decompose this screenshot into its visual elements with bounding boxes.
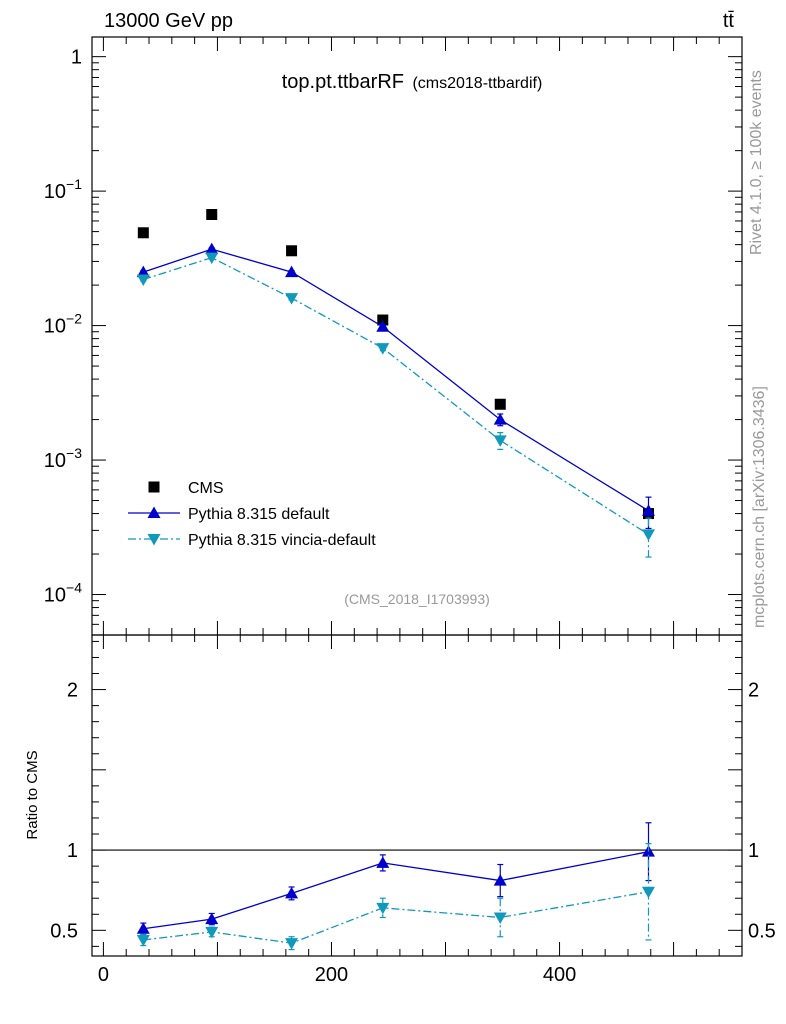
y-tick-base: 1: [71, 47, 82, 69]
legend-marker-pythia-vincia: [147, 534, 161, 546]
ratio-pythia-vincia-line: [143, 891, 649, 944]
ratio-y-tick-label: 0.5: [50, 920, 78, 942]
ratio-y-tick-label: 1: [67, 840, 78, 862]
legend-label-pythia-vincia: Pythia 8.315 vincia-default: [188, 532, 376, 549]
pythia-vincia-line: [143, 256, 649, 535]
ratio-pythia-default-point: [136, 922, 150, 934]
y-tick-label: 1: [71, 47, 82, 69]
process-label: tt̄: [723, 10, 735, 32]
ratio-y-tick-label-right: 1: [748, 840, 759, 862]
y-tick-base: 10: [44, 585, 66, 607]
ratio-pythia-default-point: [205, 912, 219, 925]
ratio-pythia-vincia-point: [641, 886, 655, 899]
x-tick-label: 400: [543, 964, 576, 986]
pythia-vincia-point: [136, 274, 150, 287]
ratio-panel-frame: [91, 634, 743, 957]
y-tick-label: 10−3: [44, 445, 82, 472]
y-tick-exponent: −4: [66, 580, 82, 596]
ratio-pythia-default-point: [493, 874, 507, 886]
pythia-default-point: [285, 265, 299, 278]
pythia-default-line: [143, 248, 649, 512]
ratio-axes: 0 200 400 0.5 0.5 1 1 2 2: [50, 635, 776, 986]
y-tick-label: 10−4: [44, 580, 82, 607]
chart-subtitle: (cms2018-ttbardif): [412, 75, 542, 92]
pythia-default-point: [493, 413, 507, 425]
ratio-pythia-vincia-point: [493, 912, 507, 924]
ratio-pythia-default-line: [143, 851, 649, 930]
x-tick-label: 0: [98, 964, 109, 986]
ratio-y-tick-label: 2: [67, 680, 78, 702]
pythia-vincia-point: [285, 293, 299, 305]
pythia-default-point: [205, 242, 219, 255]
pythia-default-point: [136, 265, 150, 278]
pythia-default-point: [376, 320, 390, 332]
y-tick-label: 10−2: [44, 311, 82, 338]
ratio-pythia-vincia-point: [136, 934, 150, 947]
energy-label: 13000 GeV pp: [104, 10, 233, 32]
cms-data-point: [137, 227, 149, 239]
cms-data-point: [377, 314, 389, 326]
y-tick-base: 10: [44, 450, 66, 472]
analysis-watermark: (CMS_2018_I1703993): [344, 591, 490, 607]
y-tick-exponent: −3: [66, 445, 82, 461]
legend: CMS Pythia 8.315 default Pythia 8.315 vinc…: [128, 480, 376, 549]
y-tick-base: 10: [44, 316, 66, 338]
pythia-vincia-point: [493, 435, 507, 447]
ratio-series: [136, 822, 655, 951]
mcplots-label: mcplots.cern.ch [arXiv:1306.3436]: [751, 386, 768, 628]
y-tick-exponent: −2: [66, 311, 82, 327]
pythia-default-point: [641, 504, 655, 516]
main-axes: 110−110−210−310−4: [44, 37, 743, 636]
legend-label-pythia-default: Pythia 8.315 default: [188, 506, 330, 523]
pythia-vincia-point: [641, 529, 655, 541]
legend-marker-pythia-default: [147, 506, 161, 518]
chart-title: top.pt.ttbarRF: [282, 71, 404, 93]
y-tick-base: 10: [44, 181, 66, 203]
chart-title-group: top.pt.ttbarRF (cms2018-ttbardif): [282, 71, 543, 93]
ratio-ylabel: Ratio to CMS: [24, 750, 41, 839]
ratio-pythia-default-point: [376, 856, 390, 868]
ratio-y-tick-label-right: 2: [748, 680, 759, 702]
main-series: [136, 209, 655, 558]
rivet-label: Rivet 4.1.0, ≥ 100k events: [748, 70, 765, 255]
cms-data-point: [286, 245, 298, 257]
ratio-pythia-vincia-point: [285, 938, 299, 950]
legend-label-cms-data: CMS: [188, 480, 224, 497]
y-tick-exponent: −1: [66, 176, 82, 192]
pythia-vincia-point: [205, 252, 219, 265]
pythia-vincia-point: [376, 343, 390, 355]
cms-data-point: [206, 209, 218, 221]
ratio-pythia-default-point: [285, 886, 299, 899]
legend-marker-cms-data: [148, 481, 160, 493]
ratio-pythia-vincia-point: [376, 902, 390, 915]
cms-data-point: [494, 398, 506, 410]
ratio-pythia-vincia-point: [205, 926, 219, 939]
y-tick-label: 10−1: [44, 176, 82, 203]
x-tick-label: 200: [315, 964, 348, 986]
ratio-y-tick-label-right: 0.5: [748, 920, 776, 942]
